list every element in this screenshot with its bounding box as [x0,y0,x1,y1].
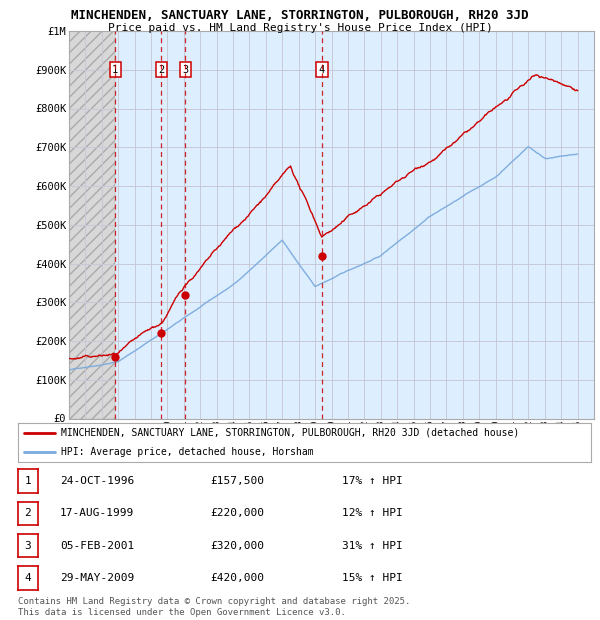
Text: 1: 1 [25,476,31,486]
Text: £420,000: £420,000 [210,573,264,583]
Text: 2: 2 [25,508,31,518]
Text: 31% ↑ HPI: 31% ↑ HPI [342,541,403,551]
Text: 15% ↑ HPI: 15% ↑ HPI [342,573,403,583]
Text: 05-FEB-2001: 05-FEB-2001 [60,541,134,551]
Text: £320,000: £320,000 [210,541,264,551]
Text: Contains HM Land Registry data © Crown copyright and database right 2025.
This d: Contains HM Land Registry data © Crown c… [18,598,410,617]
Text: 4: 4 [25,573,31,583]
Text: £157,500: £157,500 [210,476,264,486]
Text: MINCHENDEN, SANCTUARY LANE, STORRINGTON, PULBOROUGH, RH20 3JD (detached house): MINCHENDEN, SANCTUARY LANE, STORRINGTON,… [61,428,519,438]
Text: 29-MAY-2009: 29-MAY-2009 [60,573,134,583]
Text: 12% ↑ HPI: 12% ↑ HPI [342,508,403,518]
Bar [69,31,115,418]
Text: MINCHENDEN, SANCTUARY LANE, STORRINGTON, PULBOROUGH, RH20 3JD: MINCHENDEN, SANCTUARY LANE, STORRINGTON,… [71,9,529,22]
Text: Price paid vs. HM Land Registry's House Price Index (HPI): Price paid vs. HM Land Registry's House … [107,23,493,33]
Text: 1: 1 [112,64,118,75]
Text: 2: 2 [158,64,164,75]
Text: £220,000: £220,000 [210,508,264,518]
Text: 4: 4 [319,64,325,75]
Text: 3: 3 [182,64,188,75]
Text: 17% ↑ HPI: 17% ↑ HPI [342,476,403,486]
Text: 17-AUG-1999: 17-AUG-1999 [60,508,134,518]
Text: HPI: Average price, detached house, Horsham: HPI: Average price, detached house, Hors… [61,447,314,457]
Text: 24-OCT-1996: 24-OCT-1996 [60,476,134,486]
Text: 3: 3 [25,541,31,551]
